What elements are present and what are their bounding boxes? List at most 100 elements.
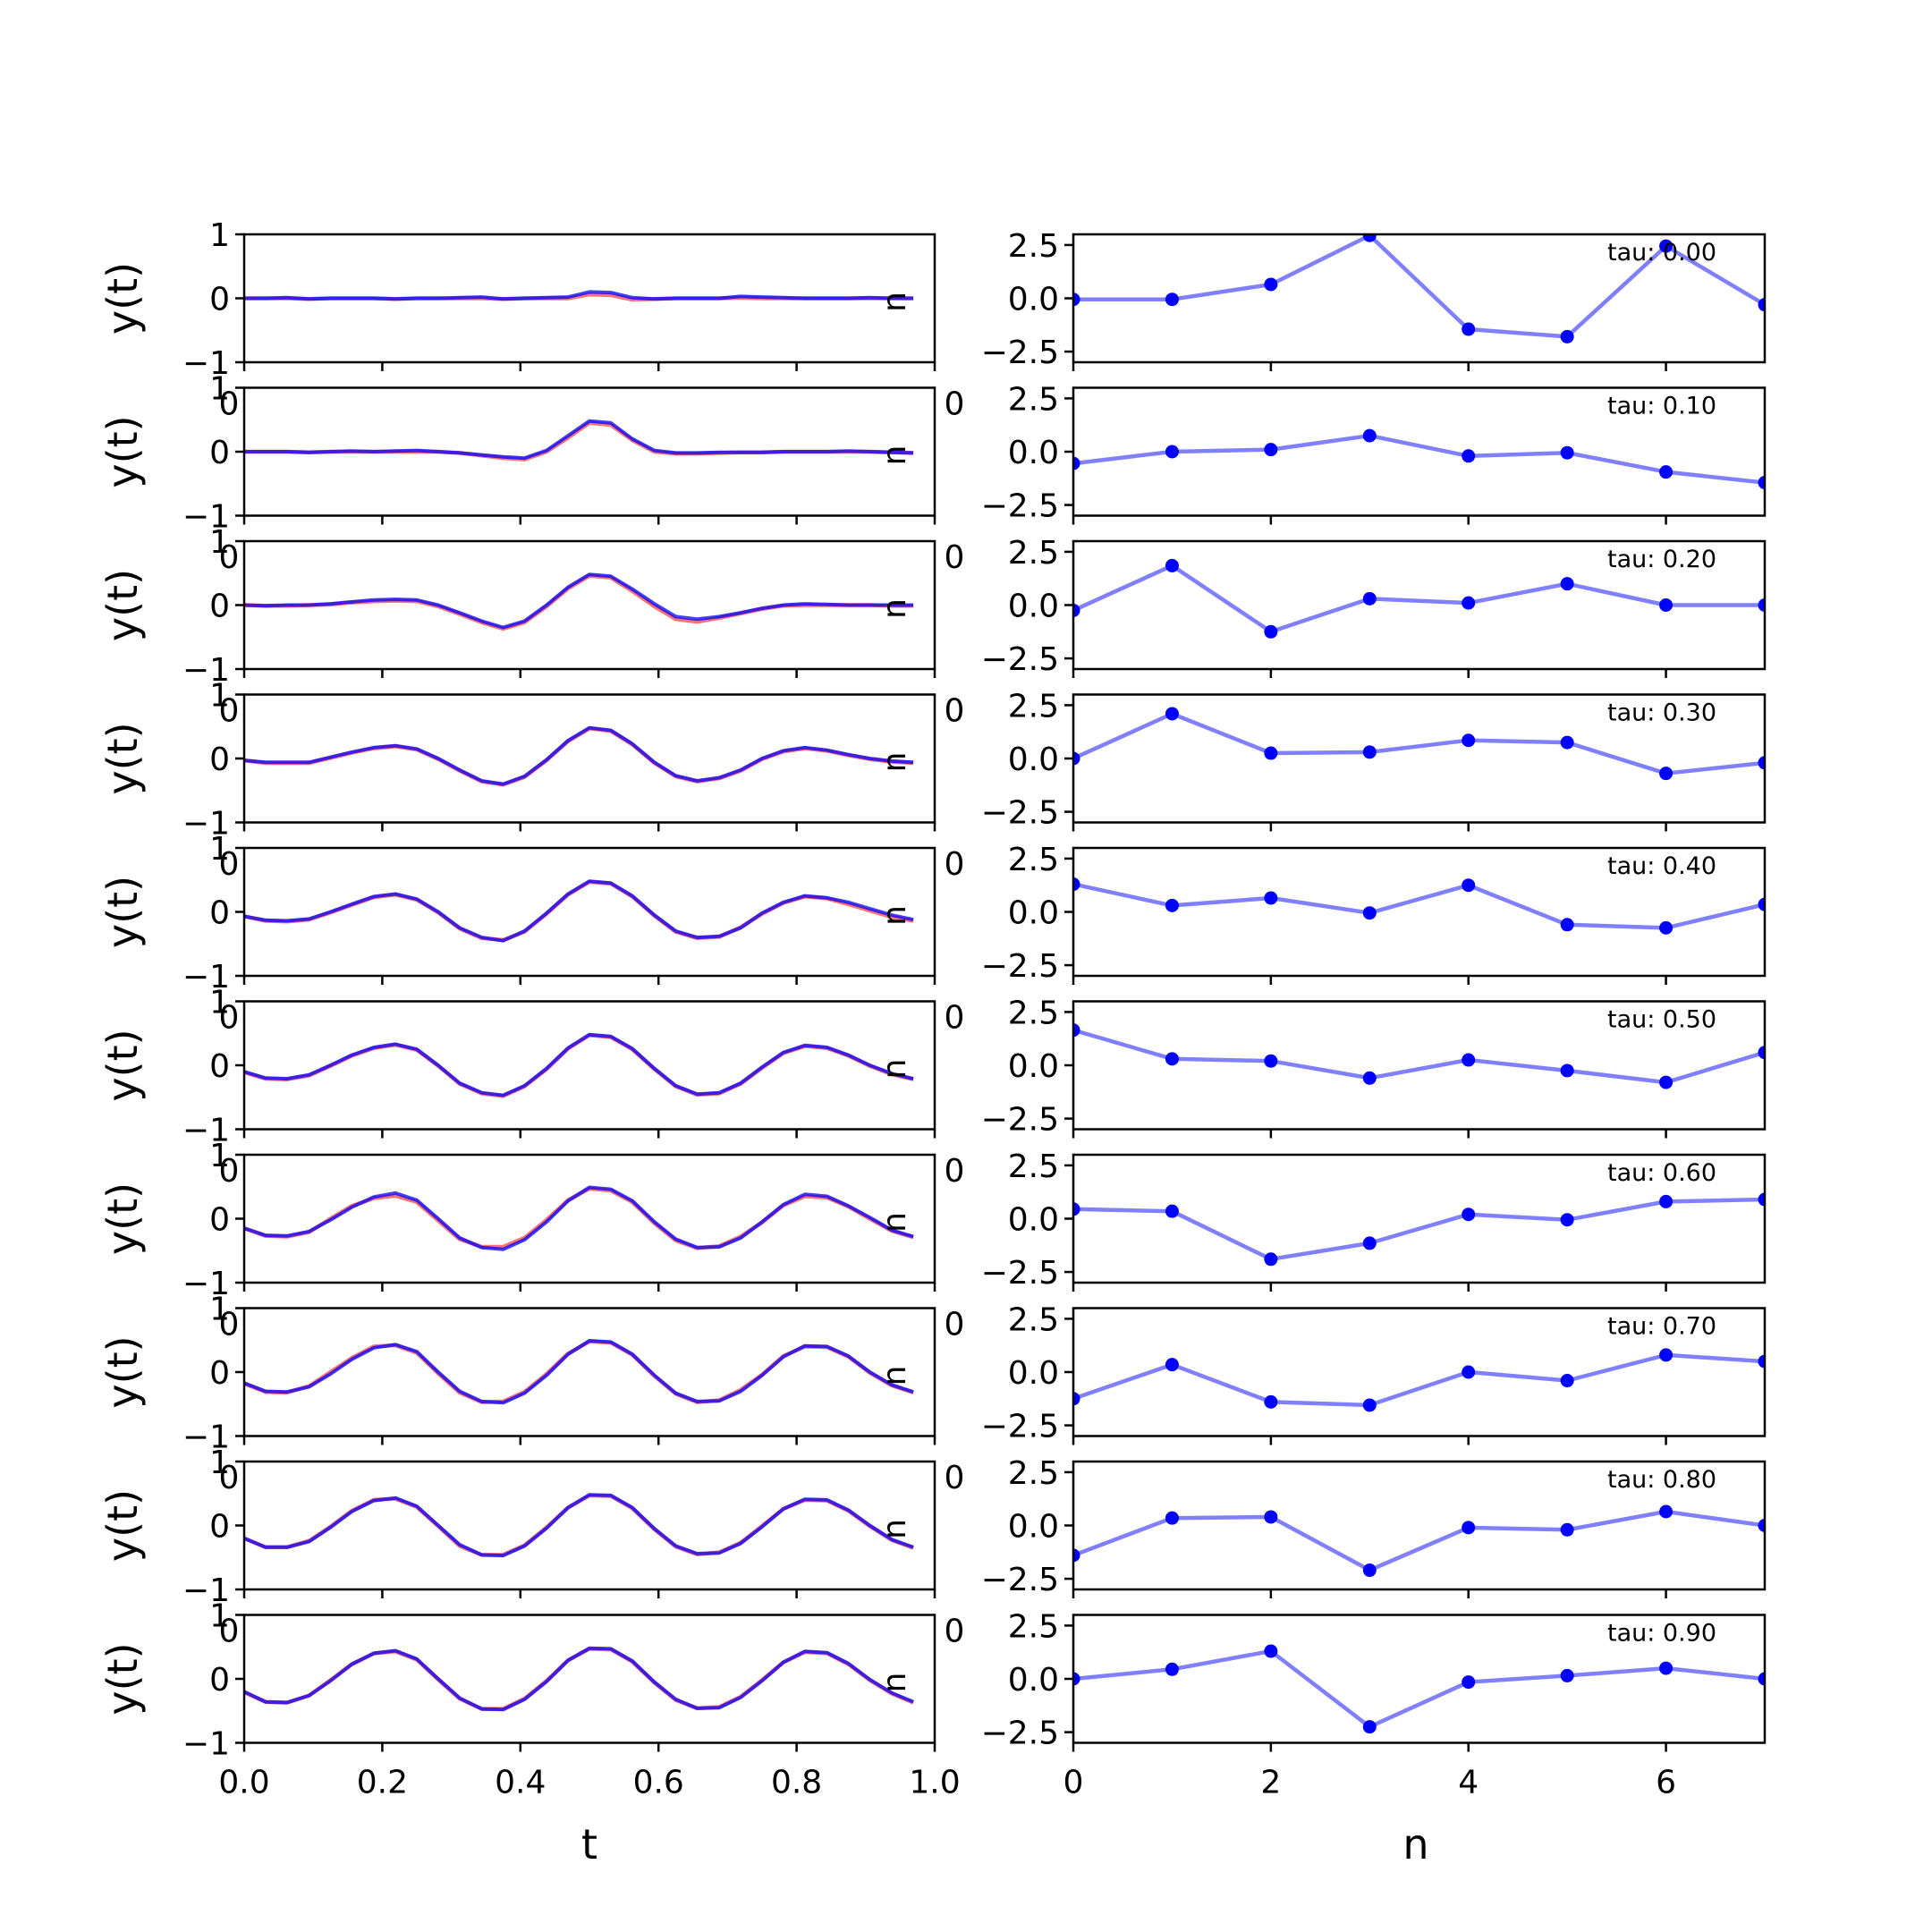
y-tick-label: 0.0 [1008,741,1059,778]
x-tick-label: 4 [1458,1765,1479,1801]
series-lines-4 [244,879,914,943]
coefficient-point [1659,767,1674,781]
y-tick-label: −1 [182,1572,230,1609]
tau-annotation: tau: 0.30 [1607,699,1716,727]
series-b-line [244,1186,914,1250]
overlap-zero-left: 0 [219,1307,240,1343]
coefficient-point [1659,1661,1674,1675]
coefficient-point [1073,603,1080,617]
coefficient-marks-3 [1073,707,1765,781]
coefficient-point [1462,1675,1476,1690]
y-axis-label: y(t) [98,415,147,487]
y-tick-label: 0 [209,282,230,318]
y-tick-label: −1 [182,806,230,843]
y-tick-label: −2.5 [981,795,1059,832]
coefficient-point [1659,1194,1674,1208]
series-a-line [244,1185,914,1251]
coefficient-point [1073,1672,1080,1686]
coefficient-marks-1 [1073,428,1765,490]
y-tick-label: 1 [209,371,230,408]
coefficient-point [1165,1204,1179,1218]
coefficient-point [1264,746,1278,760]
y-tick-label: 2.5 [1008,995,1059,1031]
x-tick-label: 0.0 [218,1765,269,1801]
series-b-line [244,1339,914,1404]
y-tick-label: 1 [209,831,230,868]
coefficient-point [1758,298,1765,312]
coefficient-point [1264,1054,1278,1068]
coefficient-line [1073,1197,1765,1262]
y-tick-label: −1 [182,345,230,382]
coefficient-panel-1: 2.5 0.0 −2.5 tau: 0.10 [981,381,1767,525]
y-tick-label: 2.5 [1008,535,1059,572]
time-series-panel-6: 10−1y(t) n0 0 [98,1138,964,1302]
y-tick-label: −2.5 [981,1102,1059,1139]
overlap-zero-right: 0 [945,386,965,423]
coefficient-point [1560,735,1574,750]
coefficient-point [1264,1252,1278,1267]
y-tick-label: −2.5 [981,1255,1059,1292]
tau-annotation: tau: 0.20 [1607,546,1716,573]
coefficient-point [1165,1662,1179,1676]
coefficient-line [1073,711,1765,775]
y-tick-label: 0.0 [1008,1202,1059,1239]
series-a-line [244,1493,914,1558]
series-lines-9 [244,1646,914,1712]
coefficient-point [1264,277,1278,292]
y-axis-label: y(t) [98,722,147,794]
coefficient-point [1758,897,1765,911]
tau-annotation: tau: 0.70 [1607,1313,1716,1341]
coefficient-point [1362,428,1377,443]
y-tick-label: −1 [182,1266,230,1302]
coefficient-line [1073,564,1765,634]
coefficient-point [1362,906,1377,920]
y-tick-label: 1 [209,524,230,561]
y-tick-label: 1 [209,1292,230,1328]
overlap-zero-left: 0 [219,1000,240,1037]
y-tick-label: 1 [209,1445,230,1481]
axes-frame [242,1000,936,1131]
y-axis-label: y(t) [98,569,147,641]
coefficient-point [1264,1644,1278,1658]
n-glyph-label: n [877,1059,913,1080]
series-lines-7 [244,1339,914,1405]
tau-annotation: tau: 0.00 [1607,239,1716,267]
coefficient-panel-8: 2.5 0.0 −2.5 tau: 0.80 [981,1455,1767,1598]
coefficient-point [1560,1374,1574,1388]
coefficient-point [1758,1672,1765,1686]
coefficient-point [1659,1348,1674,1362]
overlap-zero-right: 0 [945,1153,965,1190]
coefficient-point [1560,445,1574,460]
y-tick-label: 2.5 [1008,842,1059,878]
coefficient-point [1073,456,1080,470]
coefficient-line [1073,1352,1765,1408]
y-axis-label: y(t) [98,262,147,335]
coefficient-point [1073,751,1080,766]
coefficient-point [1462,596,1476,610]
axes-frame [242,846,936,978]
overlap-zero-right: 0 [945,1614,965,1650]
overlap-zero-right: 0 [945,846,965,883]
coefficient-marks-9 [1073,1644,1765,1734]
coefficient-point [1362,1563,1377,1578]
coefficient-line [1073,1509,1765,1572]
coefficient-panel-7: 2.5 0.0 −2.5 tau: 0.70 [981,1301,1767,1445]
y-tick-label: −1 [182,1726,230,1763]
overlap-zero-left: 0 [219,1153,240,1190]
time-series-panel-1: 10−1y(t) n0 0 [98,371,964,536]
coefficient-marks-6 [1073,1192,1765,1267]
coefficient-line [1073,433,1765,485]
coefficient-point [1462,322,1476,336]
y-tick-label: 0 [209,1662,230,1699]
y-tick-label: 0 [209,895,230,932]
coefficient-marks-4 [1073,877,1765,935]
x-tick-label: 0 [1063,1765,1084,1801]
y-tick-label: −2.5 [981,335,1059,371]
time-series-panels: 10−1y(t) n10−1y(t) n0 010−1y(t) n0 010−1y(t) n… [98,217,964,1801]
y-tick-label: −1 [182,499,230,536]
coefficient-point [1073,1392,1080,1406]
y-axis-label: y(t) [98,1182,147,1255]
axes-frame [242,1307,936,1437]
n-glyph-label: n [877,1212,913,1233]
